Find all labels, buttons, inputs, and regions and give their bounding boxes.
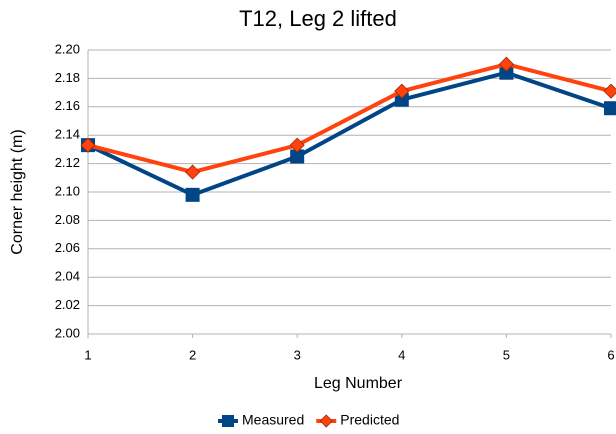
marker [394, 92, 409, 107]
marker [603, 83, 616, 99]
y-axis-label: Corner height (m) [9, 129, 26, 254]
y-tick-label: 2.08 [55, 212, 80, 227]
marker [394, 83, 410, 99]
y-tick-label: 2.18 [55, 70, 80, 85]
y-tick-label: 2.14 [55, 127, 80, 142]
legend-marker [222, 415, 234, 427]
y-tick-label: 2.12 [55, 155, 80, 170]
x-axis-label: Leg Number [314, 375, 403, 392]
x-tick-label: 3 [294, 347, 301, 362]
y-tick-label: 2.20 [55, 41, 80, 56]
y-tick-label: 2.02 [55, 297, 80, 312]
x-tick-label: 2 [189, 347, 196, 362]
x-tick-label: 4 [398, 347, 405, 362]
chart-title: T12, Leg 2 lifted [239, 6, 397, 31]
y-tick-label: 2.04 [55, 269, 80, 284]
marker [499, 65, 514, 80]
legend-label: Measured [242, 412, 304, 428]
y-tick-label: 2.00 [55, 325, 80, 340]
marker [498, 56, 514, 72]
y-tick-label: 2.10 [55, 183, 80, 198]
marker [289, 137, 305, 153]
marker [185, 187, 200, 202]
series-line [87, 62, 612, 175]
series-line [87, 70, 612, 197]
x-tick-label: 6 [607, 347, 614, 362]
x-tick-label: 1 [84, 347, 91, 362]
marker [185, 164, 201, 180]
marker [80, 137, 96, 153]
y-tick-label: 2.06 [55, 240, 80, 255]
marker [604, 101, 616, 116]
legend-label: Predicted [340, 412, 399, 428]
y-tick-label: 2.16 [55, 98, 80, 113]
marker [290, 149, 305, 164]
legend-marker [319, 414, 333, 428]
x-tick-label: 5 [503, 347, 510, 362]
